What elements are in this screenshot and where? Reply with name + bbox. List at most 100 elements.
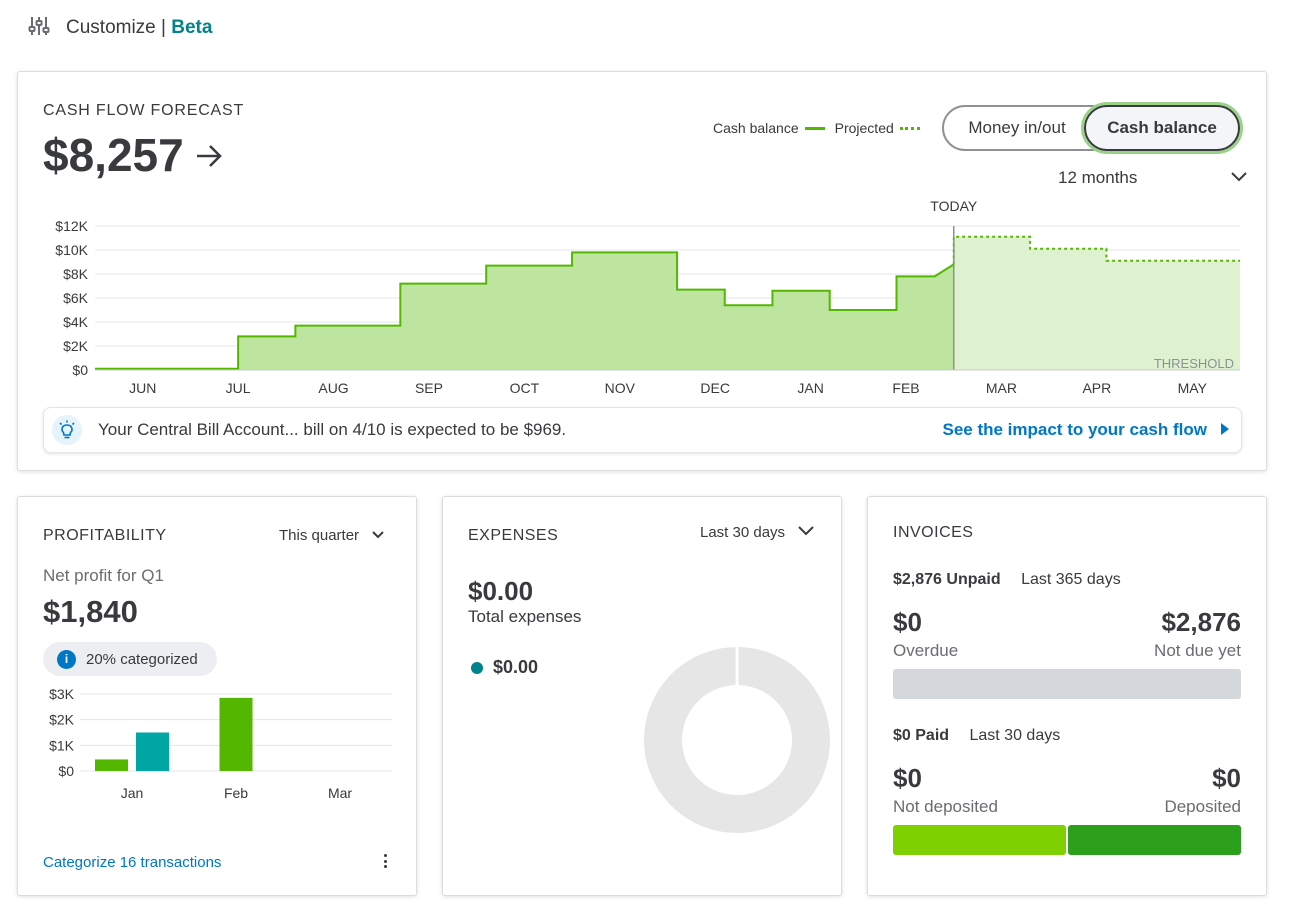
cash-balance-area	[95, 252, 954, 370]
y-tick-label: $2K	[63, 338, 89, 354]
y-tick-label: $8K	[63, 266, 89, 282]
paid-range: Last 30 days	[969, 727, 1061, 744]
lightbulb-icon	[52, 415, 82, 445]
deposited-bar[interactable]	[1068, 825, 1241, 855]
y-tick-label: $12K	[55, 218, 88, 234]
y-tick-label: $4K	[63, 314, 89, 330]
range-label: 12 months	[1058, 168, 1138, 187]
chevron-down-icon	[1230, 168, 1248, 188]
categorize-link[interactable]: Categorize 16 transactions	[43, 854, 222, 871]
x-tick-label: SEP	[415, 380, 443, 396]
title-separator: |	[161, 17, 166, 38]
not-deposited-bar[interactable]	[893, 825, 1066, 855]
y-tick-label: $0	[72, 362, 88, 378]
legend-cash-balance: Cash balance	[713, 120, 799, 136]
unpaid-summary: $2,876 Unpaid Last 365 days	[893, 571, 1121, 589]
not-due-label: Not due yet	[1154, 641, 1241, 660]
range-dropdown[interactable]: 12 months	[1058, 168, 1248, 188]
profitability-range-dropdown[interactable]: This quarter	[279, 527, 385, 544]
y-tick-label: $3K	[49, 686, 75, 702]
profitability-amount: $1,840	[43, 594, 138, 629]
x-tick-label: JAN	[797, 380, 823, 396]
cash-flow-legend: Cash balance Projected	[713, 120, 924, 136]
expenses-title: EXPENSES	[468, 527, 559, 544]
expenses-card: EXPENSES Last 30 days $0.00 Total expens…	[442, 496, 842, 896]
y-tick-label: $2K	[49, 712, 75, 728]
view-toggle: Money in/out Cash balance	[942, 102, 1243, 154]
not-deposited-label: Not deposited	[893, 797, 998, 816]
beta-badge: Beta	[171, 17, 213, 38]
x-tick-label: JUN	[129, 380, 156, 396]
deposited-value: $0	[1212, 763, 1241, 793]
paid-summary: $0 Paid Last 30 days	[893, 727, 1060, 745]
x-tick-label: FEB	[892, 380, 919, 396]
x-tick-label: NOV	[605, 380, 636, 396]
customize-title: Customize | Beta	[66, 17, 212, 39]
donut-ring	[644, 647, 830, 833]
solid-line-icon	[804, 126, 825, 130]
projected-area	[953, 236, 1240, 370]
categorized-pill: i 20% categorized	[43, 642, 217, 676]
more-options-icon[interactable]	[379, 851, 391, 871]
x-tick-label: MAY	[1178, 380, 1208, 396]
cash-flow-chart: $12K $10K $8K $6K $4K $2K $0 JUN JUL AUG SEP OCT NOV…	[55, 198, 1240, 396]
unpaid-range: Last 365 days	[1021, 571, 1121, 588]
cash-flow-amount: $8,257	[43, 129, 184, 181]
x-tick-label: APR	[1082, 380, 1111, 396]
threshold-label: THRESHOLD	[1154, 356, 1234, 371]
profitability-title: PROFITABILITY	[43, 527, 167, 544]
cash-flow-amount-link[interactable]: $8,257	[43, 128, 224, 182]
y-tick-label: $0	[58, 763, 74, 779]
legend-projected: Projected	[834, 120, 894, 136]
deposited-label: Deposited	[1164, 797, 1241, 816]
y-tick-label: $10K	[55, 242, 88, 258]
y-tick-label: $6K	[63, 290, 89, 306]
profitability-range-label: This quarter	[279, 527, 360, 544]
cash-flow-card: CASH FLOW FORECAST $8,257 Cash balance P…	[17, 71, 1267, 471]
not-deposited-value: $0	[893, 763, 922, 793]
x-tick-label: Mar	[328, 785, 352, 801]
invoices-title: INVOICES	[893, 524, 974, 541]
expenses-amount: $0.00	[468, 576, 534, 606]
info-icon: i	[57, 649, 76, 669]
x-tick-label: JUL	[226, 380, 251, 396]
impact-link[interactable]: See the impact to your cash flow	[942, 420, 1229, 440]
dotted-line-icon	[899, 126, 920, 130]
customize-label: Customize	[66, 17, 156, 38]
sliders-icon	[28, 15, 50, 42]
x-tick-label: MAR	[986, 380, 1017, 396]
expenses-donut	[644, 646, 830, 833]
cash-balance-toggle[interactable]: Cash balance	[1081, 102, 1243, 154]
overdue-value: $0	[893, 607, 922, 637]
x-tick-label: Feb	[224, 785, 248, 801]
unpaid-amount: $2,876 Unpaid	[893, 571, 1001, 588]
invoices-card: INVOICES $2,876 Unpaid Last 365 days $0 …	[867, 496, 1267, 896]
y-tick-label: $1K	[49, 737, 75, 753]
cash-flow-title: CASH FLOW FORECAST	[43, 102, 245, 119]
caret-right-icon	[1221, 420, 1229, 440]
cash-balance-line	[95, 251, 955, 370]
profit-bar	[219, 697, 253, 771]
expenses-legend-value: $0.00	[493, 657, 539, 677]
profit-bar	[95, 759, 128, 771]
unpaid-bar[interactable]	[893, 669, 1241, 699]
insight-banner: Your Central Bill Account... bill on 4/1…	[43, 407, 1242, 453]
arrow-right-icon	[194, 128, 224, 182]
money-in-out-toggle[interactable]: Money in/out	[968, 118, 1066, 137]
expenses-range-dropdown[interactable]: Last 30 days	[700, 524, 815, 541]
x-tick-label: OCT	[510, 380, 540, 396]
profitability-subtitle: Net profit for Q1	[43, 566, 164, 585]
profit-bar	[136, 732, 169, 771]
x-tick-label: DEC	[700, 380, 730, 396]
profitability-chart: $3K $2K $1K $0 Jan Feb Mar	[49, 686, 392, 801]
profitability-card: PROFITABILITY This quarter Net profit fo…	[17, 496, 417, 896]
teal-dot-icon	[471, 661, 483, 674]
insight-text: Your Central Bill Account... bill on 4/1…	[98, 420, 567, 439]
customize-bar[interactable]: Customize | Beta	[28, 14, 212, 42]
categorized-label: 20% categorized	[86, 650, 198, 668]
x-tick-label: AUG	[318, 380, 348, 396]
expenses-legend-item: $0.00	[471, 657, 538, 678]
impact-link-label: See the impact to your cash flow	[942, 420, 1207, 439]
not-due-value: $2,876	[1161, 607, 1241, 637]
paid-amount: $0 Paid	[893, 727, 950, 744]
